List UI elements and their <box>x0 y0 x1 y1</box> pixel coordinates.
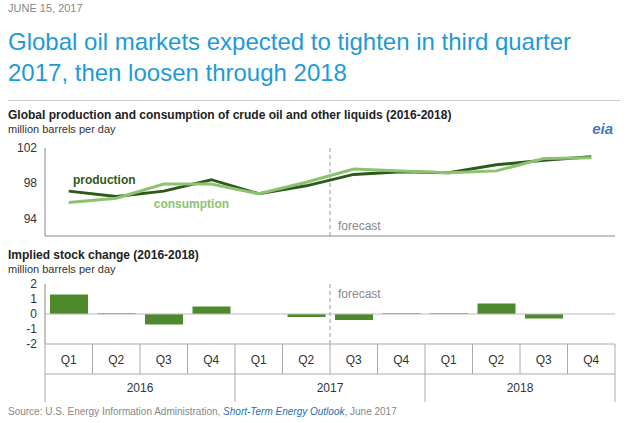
svg-text:Q1: Q1 <box>441 353 457 367</box>
svg-text:94: 94 <box>24 212 38 226</box>
svg-text:Q4: Q4 <box>393 353 409 367</box>
svg-text:2017: 2017 <box>317 381 344 395</box>
svg-text:2016: 2016 <box>127 381 154 395</box>
svg-text:2018: 2018 <box>507 381 534 395</box>
svg-text:-1: -1 <box>26 322 37 336</box>
svg-text:1: 1 <box>30 292 37 306</box>
svg-text:Q1: Q1 <box>251 353 267 367</box>
svg-text:forecast: forecast <box>338 219 381 233</box>
html-text:million barrels per day: million barrels per day <box>8 123 116 135</box>
svg-text:Q2: Q2 <box>298 353 314 367</box>
html-text:Source: U.S. Energy Informatio: Source: U.S. Energy Information Administ… <box>8 406 397 417</box>
svg-text:Q1: Q1 <box>61 353 77 367</box>
svg-text:production: production <box>73 173 136 187</box>
svg-text:Q4: Q4 <box>203 353 219 367</box>
svg-text:Q2: Q2 <box>488 353 504 367</box>
svg-text:98: 98 <box>24 176 38 190</box>
svg-text:consumption: consumption <box>154 197 229 211</box>
svg-text:2: 2 <box>30 277 37 291</box>
html-text:million barrels per day: million barrels per day <box>8 263 116 275</box>
svg-text:102: 102 <box>17 141 37 155</box>
html-text:Implied stock change (2016-201: Implied stock change (2016-2018) <box>8 248 199 262</box>
svg-text:Q2: Q2 <box>108 353 124 367</box>
svg-text:forecast: forecast <box>338 287 381 301</box>
html-text:eia: eia <box>592 120 613 137</box>
html-text:Global oil markets expected to: Global oil markets expected to tighten i… <box>8 28 571 86</box>
svg-text:Q3: Q3 <box>346 353 362 367</box>
html-text:Global production and consumpt: Global production and consumption of cru… <box>8 108 452 122</box>
svg-text:Q4: Q4 <box>583 353 599 367</box>
svg-text:0: 0 <box>30 307 37 321</box>
html-text:JUNE 15, 2017: JUNE 15, 2017 <box>8 2 83 14</box>
svg-text:Q3: Q3 <box>536 353 552 367</box>
svg-text:Q3: Q3 <box>156 353 172 367</box>
svg-text:-2: -2 <box>26 337 37 351</box>
